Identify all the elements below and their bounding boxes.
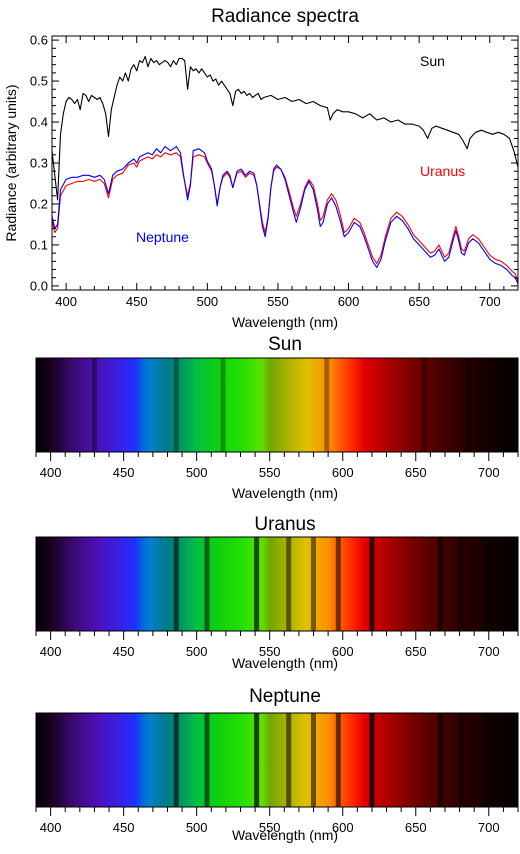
sun-label: Sun bbox=[420, 53, 445, 69]
strip-frame bbox=[35, 357, 519, 453]
absorption-band bbox=[438, 713, 444, 807]
x-tick-label: 400 bbox=[40, 465, 62, 480]
x-tick-label: 650 bbox=[405, 644, 427, 659]
strip-x-axis-title-sun: Wavelength (nm) bbox=[232, 485, 338, 501]
uranus-label: Uranus bbox=[420, 163, 465, 179]
absorption-band bbox=[458, 713, 464, 807]
x-tick-label: 550 bbox=[259, 644, 281, 659]
absorption-band bbox=[311, 713, 316, 807]
absorption-band bbox=[486, 713, 492, 807]
strip-title-sun: Sun bbox=[268, 334, 302, 355]
spectrum-band bbox=[36, 537, 518, 631]
spectrum-strip-neptune: Neptune 400 450 500 550 600 650 700 Wavelength… bbox=[35, 686, 519, 843]
x-tick-label: 400 bbox=[40, 820, 62, 835]
spectrum-strip-uranus: Uranus 400 450 500 550 600 650 700 Wavelength … bbox=[35, 514, 519, 671]
y-tick-label: 0.3 bbox=[30, 156, 48, 171]
strip-frame bbox=[35, 712, 519, 808]
spectrum-strip-sun: Sun 400 450 500 550 600 650 700 Wavelength (nm… bbox=[35, 334, 519, 501]
x-tick-label: 650 bbox=[408, 294, 430, 309]
absorption-band bbox=[458, 537, 464, 631]
x-tick-label: 450 bbox=[113, 465, 135, 480]
absorption-band bbox=[369, 537, 375, 631]
absorption-band bbox=[286, 537, 292, 631]
y-tick-label: 0.0 bbox=[30, 278, 48, 293]
absorption-band bbox=[465, 358, 471, 452]
y-tick-label: 0.6 bbox=[30, 33, 48, 48]
absorption-band bbox=[204, 537, 210, 631]
y-tick-label: 0.2 bbox=[30, 196, 48, 211]
y-tick-label: 0.5 bbox=[30, 74, 48, 89]
absorption-band bbox=[438, 537, 444, 631]
neptune-label: Neptune bbox=[136, 229, 189, 245]
x-tick-label: 600 bbox=[332, 820, 354, 835]
absorption-band bbox=[335, 713, 341, 807]
x-tick-label: 450 bbox=[113, 820, 135, 835]
x-tick-label: 550 bbox=[259, 465, 281, 480]
x-axis-title: Wavelength (nm) bbox=[232, 314, 338, 330]
x-tick-label: 650 bbox=[405, 820, 427, 835]
x-tick-label: 550 bbox=[259, 820, 281, 835]
absorption-band bbox=[173, 713, 179, 807]
y-tick-label: 0.4 bbox=[30, 115, 48, 130]
x-tick-label: 650 bbox=[405, 465, 427, 480]
absorption-band bbox=[173, 537, 179, 631]
x-tick-label: 600 bbox=[332, 644, 354, 659]
x-tick-label: 700 bbox=[478, 644, 500, 659]
x-tick-label: 500 bbox=[186, 820, 208, 835]
absorption-band bbox=[311, 537, 316, 631]
strip-frame bbox=[35, 536, 519, 632]
x-tick-label: 400 bbox=[40, 644, 62, 659]
x-tick-label: 450 bbox=[113, 644, 135, 659]
x-tick-label: 600 bbox=[338, 294, 360, 309]
x-tick-label: 400 bbox=[55, 294, 77, 309]
strip-x-axis-title-neptune: Wavelength (nm) bbox=[232, 827, 338, 843]
x-tick-label: 700 bbox=[478, 820, 500, 835]
absorption-band bbox=[335, 537, 341, 631]
absorption-band bbox=[286, 713, 292, 807]
strip-title-neptune: Neptune bbox=[249, 686, 321, 707]
x-tick-label: 700 bbox=[479, 294, 501, 309]
x-tick-label: 500 bbox=[196, 294, 218, 309]
y-axis-title: Radiance (arbitrary units) bbox=[3, 84, 19, 241]
series-line-sun bbox=[52, 55, 518, 201]
absorption-band bbox=[220, 358, 226, 452]
series-line-neptune bbox=[52, 146, 518, 285]
absorption-band bbox=[422, 358, 427, 452]
x-tick-label: 550 bbox=[267, 294, 289, 309]
x-tick-label: 700 bbox=[478, 465, 500, 480]
absorption-band bbox=[254, 713, 260, 807]
x-tick-label: 500 bbox=[186, 465, 208, 480]
series-line-uranus bbox=[52, 152, 518, 282]
absorption-band bbox=[486, 537, 492, 631]
radiance-line-chart: Radiance spectra 400 450 500 550 600 650 700 0.… bbox=[3, 6, 519, 330]
x-tick-label: 450 bbox=[126, 294, 148, 309]
y-tick-label: 0.1 bbox=[30, 237, 48, 252]
spectrum-band bbox=[36, 358, 518, 452]
x-tick-label: 600 bbox=[332, 465, 354, 480]
absorption-band bbox=[324, 358, 330, 452]
chart-title: Radiance spectra bbox=[211, 6, 359, 27]
spectrum-band bbox=[36, 713, 518, 807]
absorption-band bbox=[173, 358, 179, 452]
absorption-band bbox=[254, 537, 260, 631]
strip-title-uranus: Uranus bbox=[254, 514, 315, 535]
x-tick-label: 500 bbox=[186, 644, 208, 659]
absorption-band bbox=[91, 358, 97, 452]
absorption-band bbox=[204, 713, 210, 807]
absorption-band bbox=[369, 713, 375, 807]
strip-x-axis-title-uranus: Wavelength (nm) bbox=[232, 655, 338, 671]
